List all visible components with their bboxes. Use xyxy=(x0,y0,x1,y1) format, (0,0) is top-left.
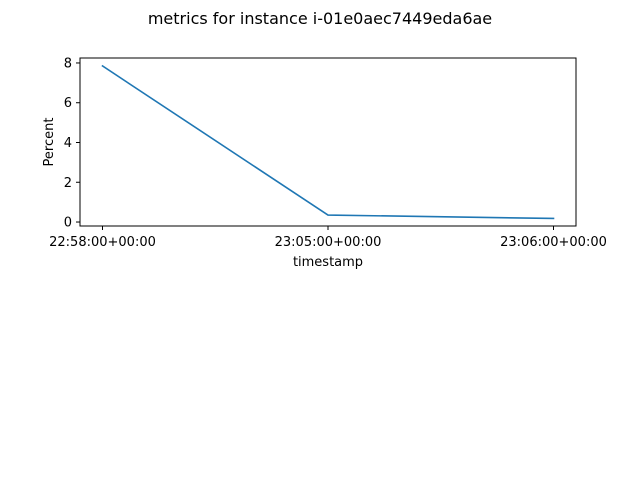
y-axis-ticks: 0 2 4 6 8 xyxy=(64,56,80,231)
plot-area-frame xyxy=(79,57,577,227)
x-axis-ticks: 22:58:00+00:00 23:05:00+00:00 23:06:00+00:… xyxy=(49,226,607,250)
y-tick-label: 8 xyxy=(64,56,72,71)
y-tick-label: 0 xyxy=(64,216,72,231)
series-layer xyxy=(101,64,555,220)
series-line-0 xyxy=(101,64,555,220)
y-tick-label: 4 xyxy=(64,136,72,151)
y-tick-label: 2 xyxy=(64,176,72,191)
chart-title: metrics for instance i-01e0aec7449eda6ae xyxy=(148,9,492,28)
data-point xyxy=(102,65,104,67)
data-point xyxy=(553,218,555,220)
x-tick-label: 23:05:00+00:00 xyxy=(275,235,382,250)
data-point xyxy=(327,214,329,216)
y-axis-label: Percent xyxy=(42,118,57,167)
x-axis-label: timestamp xyxy=(293,255,363,270)
x-tick-label: 23:06:00+00:00 xyxy=(500,235,607,250)
x-tick-label: 22:58:00+00:00 xyxy=(49,235,156,250)
y-tick-label: 6 xyxy=(64,96,72,111)
